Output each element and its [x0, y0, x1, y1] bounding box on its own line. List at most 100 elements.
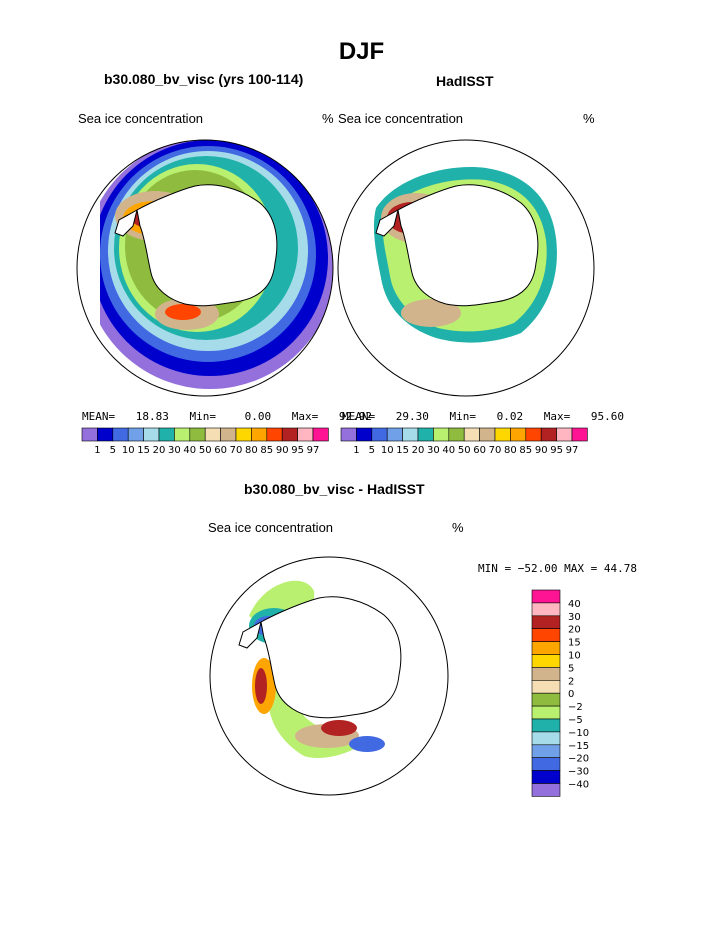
obs-variable-label: Sea ice concentration [338, 111, 464, 126]
model-colorbar-tick-label: 70 [230, 445, 243, 456]
model-map-border [76, 139, 334, 397]
model-colorbar-tick-label: 15 [137, 445, 150, 456]
diff-colorbar-tick-label: −5 [568, 715, 583, 726]
model-colorbar-tick-label: 30 [168, 445, 181, 456]
model-ross-2 [165, 304, 201, 320]
obs-colorbar-tick-label: 70 [489, 445, 502, 456]
obs-colorbar-swatch [540, 427, 557, 442]
diff-anomaly-ross-2 [321, 720, 357, 736]
obs-colorbar-tick-label: 50 [458, 445, 471, 456]
model-colorbar-swatch [189, 427, 206, 442]
diff-colorbar-tick-label: 40 [568, 599, 581, 610]
diff-colorbar-tick-label: −2 [568, 702, 583, 713]
model-max-label: Max= [291, 410, 319, 423]
diff-colorbar-tick-label: −30 [568, 767, 589, 778]
model-undefined-wedge [77, 140, 100, 396]
obs-colorbar-swatch [417, 427, 434, 442]
model-stats: MEAN= 18.83 Min= 0.00 Max= 92.92 [82, 410, 372, 423]
model-colorbar-tick-label: 5 [110, 445, 116, 456]
obs-ross [401, 299, 461, 327]
model-colorbar-swatch [112, 427, 129, 442]
diff-map-border [209, 556, 449, 796]
obs-colorbar-tick-label: 20 [412, 445, 425, 456]
obs-colorbar-tick-label: 5 [369, 445, 375, 456]
obs-colorbar-swatch [386, 427, 403, 442]
model-colorbar-swatch [158, 427, 175, 442]
obs-colorbar-tick-label: 80 [504, 445, 517, 456]
model-mean-label: MEAN= [82, 410, 116, 423]
diff-colorbar-tick-label: −15 [568, 741, 589, 752]
diff-antarctica [260, 596, 402, 719]
model-colorbar-swatch [97, 427, 114, 442]
model-colorbar-swatch [281, 427, 298, 442]
model-colorbar-swatch [204, 427, 221, 442]
model-colorbar-tick-label: 1 [94, 445, 100, 456]
diff-colorbar-swatch [531, 641, 561, 655]
model-colorbar-tick-label: 97 [307, 445, 320, 456]
diff-colorbar-swatch [531, 783, 561, 797]
model-colorbar-tick-label: 60 [214, 445, 227, 456]
obs-max-label: Max= [543, 410, 571, 423]
model-colorbar-swatch [312, 427, 329, 442]
model-colorbar-swatch [235, 427, 252, 442]
model-min: 0.00 [244, 410, 272, 423]
model-colorbar-tick-label: 85 [260, 445, 273, 456]
obs-map-border [337, 139, 595, 397]
model-colorbar-tick-label: 90 [276, 445, 289, 456]
obs-colorbar: 1 5 10 15 20 30 40 50 60 70 80 85 90 95 97 [340, 427, 588, 456]
obs-colorbar-tick-label: 97 [566, 445, 579, 456]
obs-colorbar-swatch [340, 427, 357, 442]
model-colorbar-tick-label: 95 [291, 445, 304, 456]
diff-colorbar-swatch [531, 718, 561, 733]
obs-colorbar-swatch [525, 427, 542, 442]
model-units-label: % [322, 111, 334, 126]
obs-colorbar-swatch [463, 427, 480, 442]
obs-colorbar-tick-label: 15 [396, 445, 409, 456]
diff-colorbar-tick-label: 2 [568, 676, 574, 687]
model-peninsula [114, 209, 138, 237]
diff-range: MIN = −52.00 MAX = 44.78 [478, 562, 637, 575]
diff-colorbar-tick-label: −10 [568, 728, 589, 739]
diff-colorbar-swatch [531, 628, 561, 642]
diff-colorbar-swatch [531, 602, 561, 617]
obs-antarctica [397, 184, 539, 307]
obs-mean-label: MEAN= [342, 410, 376, 423]
model-min-label: Min= [189, 410, 217, 423]
obs-colorbar-swatch [448, 427, 465, 442]
model-colorbar-swatch [251, 427, 268, 442]
obs-colorbar-swatch [479, 427, 496, 442]
diff-colorbar-tick-label: 20 [568, 625, 581, 636]
model-panel-title: b30.080_bv_visc (yrs 100-114) [104, 71, 304, 87]
obs-colorbar-swatch [433, 427, 450, 442]
model-colorbar: 1 5 10 15 20 30 40 50 60 70 80 85 90 95 97 [81, 427, 329, 456]
obs-colorbar-swatch [510, 427, 527, 442]
model-antarctica [136, 184, 278, 307]
model-colorbar-swatch [127, 427, 144, 442]
model-variable-label: Sea ice concentration [78, 111, 204, 126]
diff-colorbar-tick-label: 10 [568, 651, 581, 662]
diff-colorbar-swatch [531, 757, 561, 771]
diff-colorbar-tick-label: −40 [568, 780, 589, 791]
model-mean: 18.83 [135, 410, 169, 423]
diff-anomaly-pos-2 [255, 668, 267, 704]
model-colorbar-swatch [81, 427, 98, 442]
diff-colorbar-swatch [531, 589, 561, 604]
obs-mean: 29.30 [395, 410, 429, 423]
model-colorbar-tick-label: 50 [199, 445, 212, 456]
obs-colorbar-swatch [571, 427, 588, 442]
diff-units-label: % [452, 520, 464, 535]
obs-min: 0.02 [496, 410, 524, 423]
obs-min-label: Min= [449, 410, 477, 423]
obs-colorbar-tick-label: 95 [550, 445, 563, 456]
model-max: 92.92 [338, 410, 372, 423]
diff-colorbar-swatch [531, 667, 561, 681]
obs-max: 95.60 [590, 410, 624, 423]
figure-title: DJF [338, 38, 385, 65]
obs-colorbar-tick-label: 60 [473, 445, 486, 456]
diff-colorbar-swatch [531, 680, 561, 694]
model-colorbar-tick-label: 10 [122, 445, 135, 456]
obs-stats: MEAN= 29.30 Min= 0.02 Max= 95.60 [342, 410, 624, 423]
diff-colorbar-tick-label: 30 [568, 612, 581, 623]
obs-panel-title: HadISST [436, 73, 494, 89]
